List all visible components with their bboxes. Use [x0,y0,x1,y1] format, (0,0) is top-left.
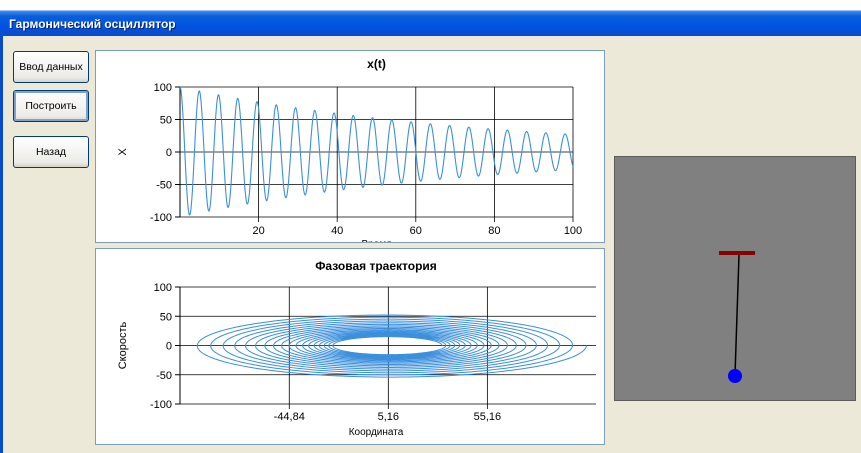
x-tick-label: 60 [410,225,422,237]
phase-chart: Фазовая траектория 100 50 0 -50 -100 -44,84 5,1… [95,248,605,445]
y-tick-label: -100 [150,399,172,411]
x-tick-label: 55,16 [474,411,502,423]
x-tick-label: 40 [331,225,343,237]
y-tick-label: 100 [154,82,172,94]
time-chart-svg: x(t) 100 50 0 -50 -100 20 40 60 80 100 Время X [117,57,582,242]
y-axis-label: Скорость [117,321,129,369]
back-button[interactable]: Назад [13,136,89,168]
y-tick-label: 50 [160,115,172,127]
y-tick-label: 50 [160,311,172,323]
pendulum-svg [719,251,755,383]
phase-chart-svg: Фазовая траектория 100 50 0 -50 -100 -44,84 5,1… [117,259,596,438]
x-tick-label: 20 [252,225,264,237]
y-tick-label: 100 [154,282,172,294]
client-area: Ввод данных Построить Назад x(t) 100 50 0 -5… [3,36,861,453]
phase-trajectory [196,314,587,378]
window-title: Гармонический осциллятор [9,17,176,31]
y-tick-label: -50 [156,370,172,382]
pendulum-rod [734,254,740,376]
y-tick-label: -50 [156,180,172,192]
x-tick-label: 80 [488,225,500,237]
title-bar[interactable]: Гармонический осциллятор [0,0,861,36]
x-tick-label: -44,84 [274,411,305,423]
y-axis-label: X [117,148,129,156]
y-tick-label: -100 [150,212,172,224]
pendulum-panel [614,156,856,401]
x-axis-label: Координата [349,427,404,438]
pendulum-bob [728,369,742,383]
chart-title: Фазовая траектория [315,259,437,273]
build-button[interactable]: Построить [13,90,89,122]
y-tick-label: 0 [166,341,172,353]
x-axis-label: Время [361,239,391,242]
y-tick-label: 0 [166,147,172,159]
chart-title: x(t) [367,57,386,71]
time-chart: x(t) 100 50 0 -50 -100 20 40 60 80 100 Время X [95,50,605,243]
series-line [179,86,574,216]
x-tick-label: 5,16 [378,411,399,423]
pendulum-support [719,251,755,255]
input-data-button[interactable]: Ввод данных [13,51,89,83]
x-tick-label: 100 [564,225,582,237]
window-border [0,36,3,453]
